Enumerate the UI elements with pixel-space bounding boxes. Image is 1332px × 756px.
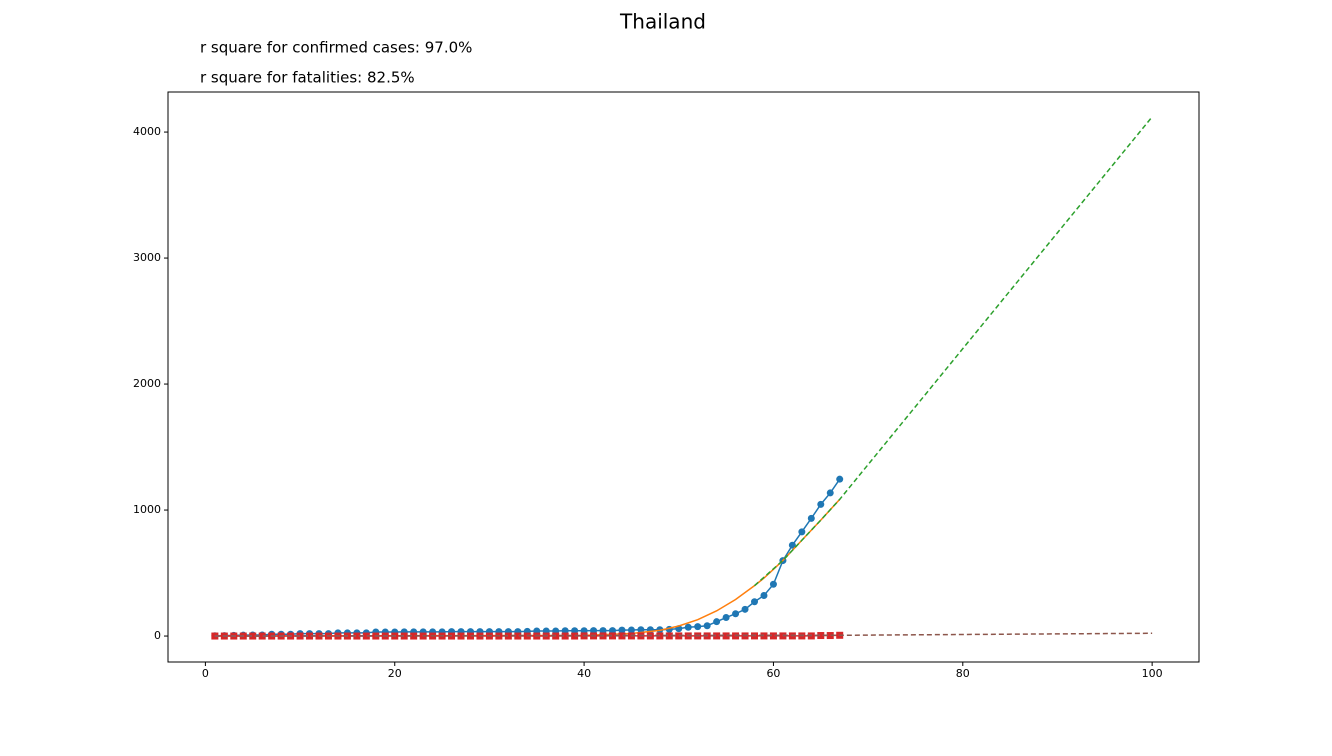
point xyxy=(353,632,361,640)
y-tick-label: 1000 xyxy=(133,503,161,516)
point xyxy=(561,627,569,635)
point xyxy=(618,626,626,634)
point xyxy=(249,632,257,640)
annotation: r square for fatalities: 82.5% xyxy=(200,69,415,87)
point xyxy=(751,598,759,606)
point xyxy=(457,632,465,640)
y-tick-label: 2000 xyxy=(133,377,161,390)
point xyxy=(514,632,522,640)
y-tick-label: 4000 xyxy=(133,125,161,138)
point xyxy=(798,528,806,536)
x-tick-label: 40 xyxy=(577,667,591,680)
point xyxy=(732,610,740,618)
point xyxy=(694,623,702,631)
point xyxy=(760,632,768,640)
point xyxy=(675,632,683,640)
point xyxy=(590,627,598,635)
point xyxy=(807,514,815,522)
point xyxy=(817,500,825,508)
point xyxy=(618,632,626,640)
point xyxy=(760,591,768,599)
x-tick-label: 20 xyxy=(388,667,402,680)
x-tick-label: 0 xyxy=(202,667,209,680)
series-line xyxy=(214,498,841,637)
point xyxy=(306,632,314,640)
y-tick-label: 3000 xyxy=(133,251,161,264)
x-tick-label: 100 xyxy=(1142,667,1163,680)
x-tick-label: 80 xyxy=(956,667,970,680)
point xyxy=(258,632,266,640)
series-line xyxy=(754,116,1153,587)
point xyxy=(504,632,512,640)
chart-title: Thailand xyxy=(619,10,706,34)
point xyxy=(296,632,304,640)
point xyxy=(713,632,721,640)
point xyxy=(571,627,579,635)
point xyxy=(410,632,418,640)
point xyxy=(608,632,616,640)
point xyxy=(362,632,370,640)
point xyxy=(836,475,844,483)
series-line xyxy=(214,632,1153,637)
point xyxy=(817,632,825,640)
annotation: r square for confirmed cases: 97.0% xyxy=(200,39,472,57)
point xyxy=(769,632,777,640)
point xyxy=(826,489,834,497)
y-tick-label: 0 xyxy=(154,629,161,642)
point xyxy=(722,614,730,622)
plot-frame xyxy=(167,91,1200,663)
point xyxy=(561,632,569,640)
point xyxy=(722,632,730,640)
point xyxy=(400,632,408,640)
point xyxy=(788,541,796,549)
point xyxy=(713,618,721,626)
point xyxy=(608,627,616,635)
point xyxy=(684,623,692,631)
x-tick-label: 60 xyxy=(766,667,780,680)
point xyxy=(627,626,635,634)
point xyxy=(637,626,645,634)
point xyxy=(466,632,474,640)
point xyxy=(769,580,777,588)
point xyxy=(703,622,711,630)
point xyxy=(665,632,673,640)
point xyxy=(599,627,607,635)
point xyxy=(571,632,579,640)
point xyxy=(826,632,834,640)
point xyxy=(741,605,749,613)
